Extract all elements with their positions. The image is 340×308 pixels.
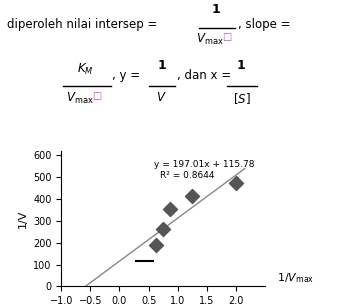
Point — [160, 226, 166, 231]
Point — [168, 206, 173, 211]
Text: $V$: $V$ — [156, 91, 167, 104]
Text: diperoleh nilai intersep =: diperoleh nilai intersep = — [7, 18, 157, 31]
Point — [233, 180, 239, 185]
Text: 1: 1 — [157, 59, 166, 71]
Text: $[S]$: $[S]$ — [233, 91, 250, 106]
Text: , dan x =: , dan x = — [177, 69, 231, 82]
Point — [153, 242, 159, 247]
Text: , y =: , y = — [112, 69, 140, 82]
Y-axis label: 1/V: 1/V — [17, 209, 28, 228]
Text: $V_{\mathrm{max}}$: $V_{\mathrm{max}}$ — [196, 32, 224, 47]
Text: $1/V_{\mathrm{max}}$: $1/V_{\mathrm{max}}$ — [277, 271, 314, 285]
Text: 1: 1 — [237, 59, 246, 71]
Text: y = 197.01x + 115.78: y = 197.01x + 115.78 — [154, 160, 255, 169]
Text: R² = 0.8644: R² = 0.8644 — [160, 171, 215, 180]
Point — [190, 193, 195, 198]
Text: □: □ — [222, 32, 232, 42]
Text: □: □ — [92, 91, 101, 101]
Text: $V_{\mathrm{max}}$: $V_{\mathrm{max}}$ — [66, 91, 94, 106]
Text: $K_M$: $K_M$ — [77, 62, 93, 77]
Text: 1: 1 — [211, 3, 220, 16]
Text: , slope =: , slope = — [238, 18, 290, 31]
